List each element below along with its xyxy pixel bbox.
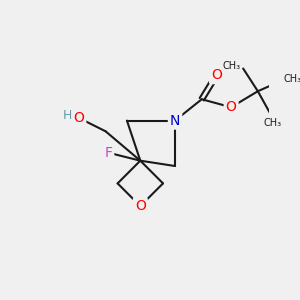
Text: F: F [104,146,112,160]
Text: O: O [211,68,222,82]
Text: O: O [226,100,237,114]
Text: CH₃: CH₃ [263,118,282,128]
Text: H: H [63,109,72,122]
Text: N: N [170,114,180,128]
Text: CH₃: CH₃ [283,74,300,84]
Text: CH₃: CH₃ [222,61,241,71]
Text: O: O [74,111,84,125]
Text: O: O [135,199,146,213]
